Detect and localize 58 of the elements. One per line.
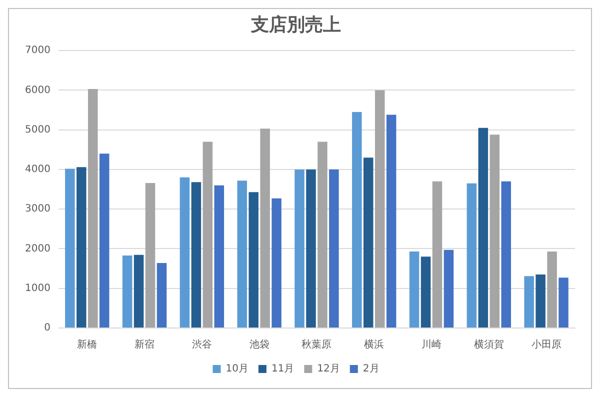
bar bbox=[76, 167, 86, 328]
bar bbox=[364, 158, 374, 328]
x-tick-label: 池袋 bbox=[249, 338, 270, 351]
y-tick-label: 2000 bbox=[24, 243, 50, 254]
x-tick-label: 渋谷 bbox=[192, 338, 212, 351]
y-tick-label: 4000 bbox=[24, 164, 50, 176]
chart-title: 支店別売上 bbox=[250, 14, 341, 36]
bar bbox=[490, 134, 500, 328]
bar bbox=[329, 169, 339, 328]
bar bbox=[134, 254, 144, 328]
x-tick-label: 横浜 bbox=[364, 338, 384, 351]
y-tick-label: 3000 bbox=[24, 204, 50, 215]
legend-label: 10月 bbox=[226, 364, 248, 375]
bar bbox=[202, 142, 213, 328]
y-tick-label: 1000 bbox=[24, 282, 50, 294]
x-tick-label: 新宿 bbox=[134, 338, 155, 351]
bar bbox=[444, 250, 454, 328]
x-tick-label: 小田原 bbox=[531, 338, 562, 351]
bar bbox=[65, 168, 75, 328]
bar bbox=[248, 192, 258, 328]
bar bbox=[478, 128, 488, 328]
bar bbox=[156, 263, 167, 328]
bar bbox=[420, 256, 431, 328]
y-tick-label: 0 bbox=[44, 322, 50, 334]
x-tick-label: 横須賀 bbox=[474, 338, 504, 351]
bar bbox=[409, 252, 420, 328]
bar bbox=[306, 169, 316, 328]
x-tick-label: 新橋 bbox=[77, 338, 98, 351]
bar bbox=[524, 276, 534, 328]
bar bbox=[501, 181, 512, 328]
x-tick-label: 秋葉原 bbox=[302, 338, 332, 351]
bar bbox=[260, 128, 270, 328]
legend-label: 2月 bbox=[362, 364, 380, 375]
bar bbox=[318, 142, 328, 328]
bar bbox=[191, 182, 202, 328]
legend-label: 11月 bbox=[271, 364, 294, 375]
bar bbox=[99, 154, 110, 328]
bar bbox=[145, 182, 156, 328]
y-tick-label: 7000 bbox=[24, 45, 50, 56]
x-tick-label: 川崎 bbox=[422, 338, 442, 351]
bar bbox=[294, 169, 304, 328]
legend-label: 12月 bbox=[317, 364, 340, 375]
bar bbox=[88, 89, 98, 328]
bar bbox=[122, 255, 132, 328]
bar bbox=[180, 177, 190, 328]
bar bbox=[432, 181, 442, 328]
bar bbox=[374, 90, 385, 328]
bar bbox=[466, 183, 477, 328]
bar bbox=[536, 274, 546, 328]
bar bbox=[558, 278, 568, 328]
bar bbox=[547, 252, 557, 328]
bar bbox=[272, 198, 282, 328]
y-tick-label: 5000 bbox=[24, 124, 50, 136]
bar bbox=[352, 112, 362, 328]
bar bbox=[214, 185, 224, 328]
y-tick-label: 6000 bbox=[24, 84, 50, 96]
bar bbox=[386, 114, 396, 328]
bar bbox=[237, 180, 247, 328]
